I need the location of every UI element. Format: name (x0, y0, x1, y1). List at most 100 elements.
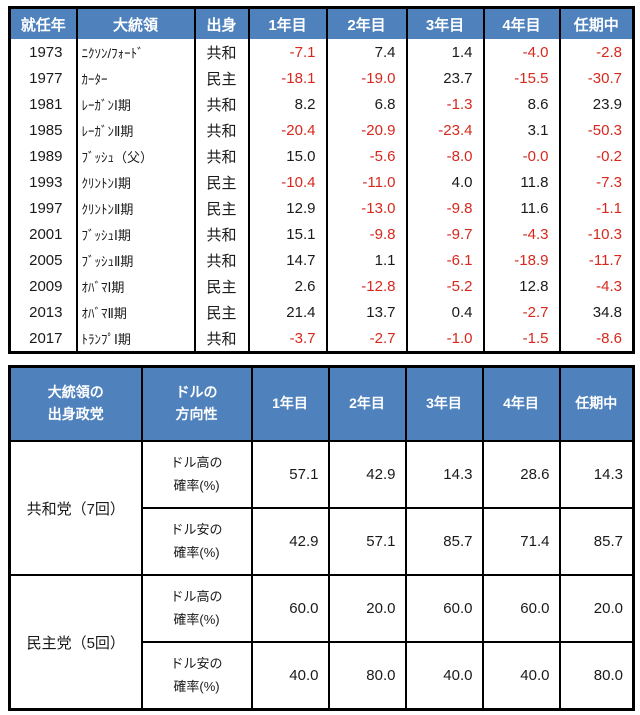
value-cell: 1.4 (405, 39, 485, 65)
value-cell: 13.7 (325, 299, 408, 325)
party-cell: 共和 (193, 143, 250, 169)
column-header: 任期中 (558, 7, 635, 39)
party-cell: 共和 (193, 91, 250, 117)
probability-cell: 20.0 (327, 574, 407, 643)
page: 就任年 大統領 出身 1年目 2年目 3年目 4年目 任期中 1973 ﾆｸｿﾝ/ﾌｫｰﾄﾞ 共和… (0, 6, 640, 711)
column-header: 大統領の 出身政党 (8, 365, 143, 442)
party-cell: 共和 (193, 117, 250, 143)
value-cell: 6.8 (325, 91, 408, 117)
value-cell: -5.2 (405, 273, 485, 299)
probability-cell: 14.3 (558, 440, 635, 509)
value-cell: -3.7 (247, 325, 328, 353)
column-header: 2年目 (325, 7, 408, 39)
probability-cell: 40.0 (481, 641, 561, 711)
probability-cell: 42.9 (250, 507, 330, 576)
president-cell: ｸﾘﾝﾄﾝⅡ期 (75, 195, 196, 221)
president-cell: ﾚｰｶﾞﾝⅠ期 (75, 91, 196, 117)
value-cell: 7.4 (325, 39, 408, 65)
value-cell: -19.0 (325, 65, 408, 91)
direction-cell: ドル高の 確率(%) (140, 440, 253, 509)
probability-cell: 60.0 (250, 574, 330, 643)
value-cell: -10.3 (558, 221, 635, 247)
party-group-cell: 民主党（5回） (8, 574, 143, 711)
value-cell: -9.7 (405, 221, 485, 247)
probability-row: 民主党（5回） ドル高の 確率(%) 60.0 20.0 60.0 60.0 20.0 (8, 574, 635, 711)
value-cell: -11.7 (558, 247, 635, 273)
president-row: 2013 ｵﾊﾞﾏⅡ期 民主 21.4 13.7 0.4 -2.7 34.8 (8, 299, 635, 325)
value-cell: 8.2 (247, 91, 328, 117)
probability-row: ドル安の 確率(%) 42.9 57.1 85.7 71.4 85.7 (10, 507, 635, 576)
t1-header-row: 就任年 大統領 出身 1年目 2年目 3年目 4年目 任期中 (8, 7, 635, 39)
president-cell: ﾄﾗﾝﾌﾟⅠ期 (75, 325, 196, 353)
president-cell: ｵﾊﾞﾏⅡ期 (75, 299, 196, 325)
party-cell: 民主 (193, 195, 250, 221)
year-cell: 1981 (8, 91, 78, 117)
president-cell: ﾆｸｿﾝ/ﾌｫｰﾄﾞ (75, 39, 196, 65)
party-cell: 共和 (193, 325, 250, 353)
party-cell: 民主 (193, 273, 250, 299)
value-cell: -1.1 (558, 195, 635, 221)
president-cell: ｶｰﾀｰ (75, 65, 196, 91)
party-probability-table: 大統領の 出身政党 ドルの 方向性 1年目 2年目 3年目 4年目 任期中 共和党（7回）ド… (8, 365, 635, 711)
president-row: 1973 ﾆｸｿﾝ/ﾌｫｰﾄﾞ 共和 -7.1 7.4 1.4 -4.0 -2.8 (8, 39, 635, 65)
year-cell: 2009 (8, 273, 78, 299)
year-cell: 1997 (8, 195, 78, 221)
value-cell: 23.9 (558, 91, 635, 117)
value-cell: -15.5 (482, 65, 561, 91)
direction-cell: ドル安の 確率(%) (140, 507, 253, 576)
probability-cell: 85.7 (558, 507, 635, 576)
value-cell: -1.0 (405, 325, 485, 353)
value-cell: 12.8 (482, 273, 561, 299)
value-cell: -23.4 (405, 117, 485, 143)
probability-cell: 28.6 (481, 440, 561, 509)
probability-cell: 57.1 (250, 440, 330, 509)
year-cell: 2017 (8, 325, 78, 353)
president-row: 1981 ﾚｰｶﾞﾝⅠ期 共和 8.2 6.8 -1.3 8.6 23.9 (8, 91, 635, 117)
value-cell: -10.4 (247, 169, 328, 195)
value-cell: -4.3 (558, 273, 635, 299)
probability-cell: 57.1 (327, 507, 407, 576)
president-dollar-table: 就任年 大統領 出身 1年目 2年目 3年目 4年目 任期中 1973 ﾆｸｿﾝ/ﾌｫｰﾄﾞ 共和… (8, 6, 635, 354)
direction-cell: ドル高の 確率(%) (140, 574, 253, 643)
value-cell: 15.1 (247, 221, 328, 247)
value-cell: 11.8 (482, 169, 561, 195)
value-cell: -12.8 (325, 273, 408, 299)
president-row: 2009 ｵﾊﾞﾏⅠ期 民主 2.6 -12.8 -5.2 12.8 -4.3 (8, 273, 635, 299)
president-cell: ﾌﾞｯｼｭⅡ期 (75, 247, 196, 273)
probability-cell: 40.0 (404, 641, 484, 711)
value-cell: 8.6 (482, 91, 561, 117)
column-header: 4年目 (481, 365, 561, 442)
year-cell: 1977 (8, 65, 78, 91)
probability-cell: 80.0 (558, 641, 635, 711)
t2-header-row: 大統領の 出身政党 ドルの 方向性 1年目 2年目 3年目 4年目 任期中 (8, 365, 635, 442)
probability-row: 共和党（7回） ドル高の 確率(%) 57.1 42.9 14.3 28.6 14.3 (8, 440, 635, 576)
value-cell: 15.0 (247, 143, 328, 169)
value-cell: 0.4 (405, 299, 485, 325)
probability-row: ドル安の 確率(%) 40.0 80.0 40.0 40.0 80.0 (10, 641, 635, 711)
value-cell: -18.9 (482, 247, 561, 273)
president-cell: ﾌﾞｯｼｭ（父） (75, 143, 196, 169)
value-cell: -4.3 (482, 221, 561, 247)
probability-cell: 60.0 (404, 574, 484, 643)
value-cell: 34.8 (558, 299, 635, 325)
value-cell: -20.9 (325, 117, 408, 143)
value-cell: -7.1 (247, 39, 328, 65)
value-cell: -8.0 (405, 143, 485, 169)
party-cell: 共和 (193, 39, 250, 65)
probability-cell: 40.0 (250, 641, 330, 711)
value-cell: -8.6 (558, 325, 635, 353)
value-cell: -1.3 (405, 91, 485, 117)
year-cell: 2001 (8, 221, 78, 247)
column-header: 2年目 (327, 365, 407, 442)
president-row: 1989 ﾌﾞｯｼｭ（父） 共和 15.0 -5.6 -8.0 -0.0 -0.2 (8, 143, 635, 169)
president-cell: ｵﾊﾞﾏⅠ期 (75, 273, 196, 299)
party-cell: 民主 (193, 65, 250, 91)
probability-cell: 42.9 (327, 440, 407, 509)
value-cell: -13.0 (325, 195, 408, 221)
party-cell: 民主 (193, 299, 250, 325)
value-cell: -2.8 (558, 39, 635, 65)
value-cell: -0.2 (558, 143, 635, 169)
column-header: ドルの 方向性 (140, 365, 253, 442)
president-row: 2017 ﾄﾗﾝﾌﾟⅠ期 共和 -3.7 -2.7 -1.0 -1.5 -8.6 (8, 325, 635, 353)
value-cell: 21.4 (247, 299, 328, 325)
